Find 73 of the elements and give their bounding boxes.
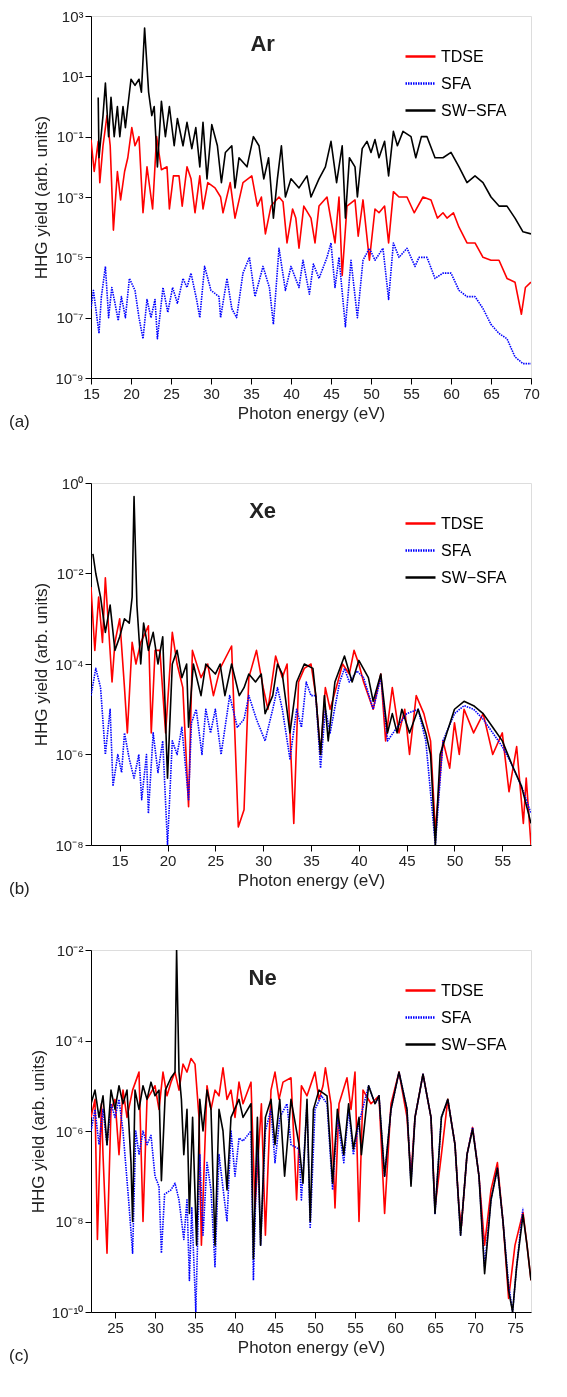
- text: Ar: [250, 31, 276, 56]
- y-tick-label: 10⁻³: [56, 188, 84, 206]
- y-tick-label: 10⁻²: [56, 941, 84, 959]
- x-tick-label: 20: [123, 384, 140, 402]
- y-tick-label: 10⁻¹⁰: [51, 1303, 84, 1321]
- y-tick-label: 10⁻⁴: [55, 1032, 84, 1049]
- legend-label: SFA: [441, 74, 472, 92]
- y-tick-label: 10⁰: [61, 474, 84, 492]
- x-tick-label: 35: [243, 384, 260, 402]
- y-tick-label: 10⁻⁸: [55, 1213, 84, 1230]
- x-tick-label: 55: [347, 1318, 364, 1336]
- legend-label: TDSE: [441, 47, 484, 65]
- x-tick-label: 45: [398, 851, 416, 869]
- legend-label: SW−SFA: [441, 101, 507, 119]
- x-tick-label: 15: [83, 384, 100, 402]
- text: Xe: [249, 498, 277, 523]
- y-axis-title: HHG yield (arb. units): [32, 582, 52, 747]
- x-tick-label: 65: [427, 1318, 444, 1336]
- y-tick-label: 10⁻²: [56, 565, 84, 582]
- x-tick-label: 65: [483, 384, 500, 402]
- x-tick-label: 25: [163, 384, 180, 402]
- x-tick-label: 45: [267, 1318, 284, 1336]
- x-tick-label: 30: [203, 384, 220, 402]
- x-tick-label: 55: [494, 851, 512, 869]
- x-axis-title: Photon energy (eV): [237, 1337, 386, 1357]
- x-tick-label: 70: [467, 1318, 484, 1336]
- x-tick-label: 35: [187, 1318, 204, 1336]
- x-tick-label: 50: [446, 851, 464, 869]
- x-tick-label: 50: [363, 384, 380, 402]
- x-tick-label: 35: [303, 851, 320, 869]
- x-tick-label: 15: [111, 851, 129, 869]
- legend-label: SFA: [441, 541, 472, 559]
- legend-label: TDSE: [441, 514, 484, 532]
- x-tick-label: 60: [387, 1318, 404, 1336]
- y-tick-label: 10⁻⁵: [55, 248, 84, 266]
- x-tick-label: 45: [323, 384, 340, 402]
- x-tick-label: 70: [523, 384, 540, 402]
- line-series: [91, 114, 531, 316]
- y-tick-label: 10⁻⁸: [55, 836, 84, 854]
- line-series: [97, 27, 531, 235]
- x-tick-label: 40: [227, 1318, 244, 1336]
- x-tick-label: 25: [207, 851, 225, 869]
- x-axis-title: Photon energy (eV): [237, 870, 386, 890]
- text: (a): [9, 412, 30, 431]
- x-tick-label: 20: [159, 851, 177, 869]
- x-tick-label: 55: [403, 384, 420, 402]
- text: (b): [9, 879, 30, 898]
- y-tick-label: 10⁻⁹: [55, 369, 84, 387]
- y-axis-title: HHG yield (arb. units): [28, 1049, 48, 1214]
- legend-label: SW−SFA: [441, 568, 507, 586]
- y-tick-label: 10³: [61, 7, 84, 25]
- y-axis-title: HHG yield (arb. units): [32, 115, 52, 280]
- x-tick-label: 30: [255, 851, 273, 869]
- x-tick-label: 40: [350, 851, 368, 869]
- x-tick-label: 75: [507, 1318, 524, 1336]
- legend-label: TDSE: [441, 981, 484, 999]
- y-tick-label: 10⁻⁴: [55, 655, 84, 673]
- x-axis-title: Photon energy (eV): [237, 403, 386, 423]
- y-tick-label: 10⁻⁶: [55, 1122, 84, 1140]
- legend-label: SFA: [441, 1008, 472, 1026]
- x-tick-label: 25: [107, 1318, 124, 1336]
- x-tick-label: 40: [283, 384, 300, 402]
- x-tick-label: 60: [443, 384, 460, 402]
- line-series: [91, 242, 531, 365]
- y-tick-label: 10⁻¹: [56, 128, 84, 146]
- y-tick-label: 10⁻⁷: [56, 309, 84, 327]
- y-tick-label: 10¹: [61, 67, 84, 85]
- x-tick-label: 30: [147, 1318, 164, 1336]
- y-tick-label: 10⁻⁶: [55, 746, 84, 763]
- x-tick-label: 50: [307, 1318, 324, 1336]
- legend-label: SW−SFA: [441, 1035, 507, 1053]
- text: Ne: [248, 965, 277, 990]
- text: (c): [9, 1346, 29, 1365]
